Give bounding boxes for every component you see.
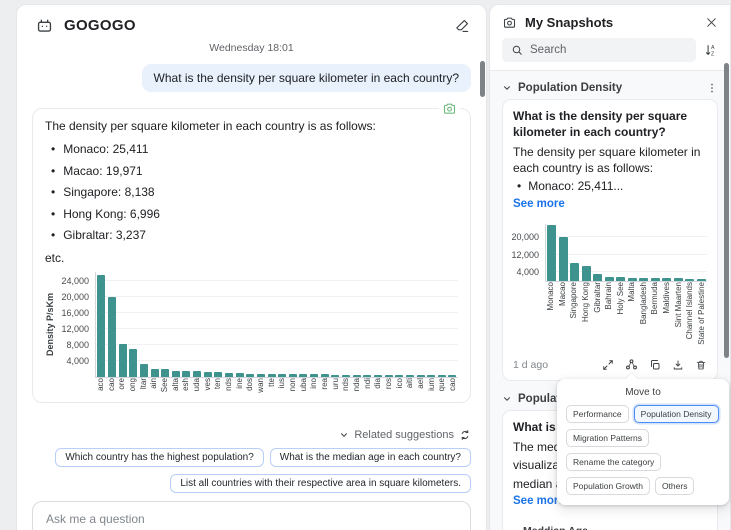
chevron-down-icon [502,83,512,93]
sort-az-button[interactable]: A Z [704,43,718,57]
assistant-intro-text: The density per square kilometer in each… [45,119,458,134]
move-to-option[interactable]: Performance [566,405,629,423]
copy-snapshot-button[interactable] [649,359,661,371]
panel-title: My Snapshots [525,15,697,30]
snapshot-bullet-list: Monaco: 25,411... [517,179,707,194]
move-to-option[interactable]: Migration Patterns [566,429,649,447]
assistant-bullet: Monaco: 25,411 [51,143,458,156]
chevron-down-icon [502,394,512,404]
snapshot-answer-intro: The density per square kilometer in each… [513,145,707,176]
snapshot-mini-chart: 4,00012,00020,000MonacoMacaoSingaporeHon… [513,224,707,350]
chat-header: GOGOGO [17,5,486,39]
snapshot-age: 1 d ago [513,359,602,371]
app-title: GOGOGO [64,17,444,34]
suggestion-chip[interactable]: What is the median age in each country? [270,448,471,467]
move-to-option[interactable]: Population Density [634,405,719,423]
delete-snapshot-button[interactable] [695,359,707,371]
chat-scrollbar-thumb[interactable] [480,61,485,97]
clear-chat-button[interactable] [454,18,470,34]
svg-text:Z: Z [711,51,715,57]
move-to-popup: Move to Performance Population Density Mig… [557,379,729,505]
move-to-option[interactable]: Rename the category [566,453,661,471]
search-input[interactable]: Search [502,38,696,62]
chat-scroll-area: Wednesday 18:01 What is the density per … [17,42,486,530]
snapshot-question: What is the density per square kilometer… [513,109,707,140]
chevron-down-icon [339,430,349,440]
assistant-bullet: Hong Kong: 6,996 [51,208,458,221]
expand-icon [602,359,614,371]
svg-text:A: A [711,45,715,51]
assistant-bullet-list: Monaco: 25,411 Macao: 19,971 Singapore: 8,… [45,143,458,242]
related-suggestions-toggle[interactable]: Related suggestions [32,429,471,441]
download-icon [672,359,684,371]
search-placeholder: Search [530,44,566,56]
snapshot-camera-badge-icon[interactable] [439,101,460,116]
assistant-etc-text: etc. [45,251,458,266]
suggestion-row-2: List all countries with their respective… [32,474,471,493]
expand-snapshot-button[interactable] [602,359,614,371]
move-to-category-icon [625,358,638,371]
panel-scrollbar-thumb[interactable] [724,63,729,358]
chat-timestamp: Wednesday 18:01 [32,42,471,54]
close-panel-button[interactable] [705,16,718,29]
snapshot-footer: 1 d ago [513,358,707,371]
close-icon [705,16,718,29]
robot-icon [35,16,54,35]
delete-icon [695,359,707,371]
section-menu-button[interactable] [706,82,718,94]
chat-window: GOGOGO Wednesday 18:01 What is the densi… [16,4,487,530]
input-placeholder: Ask me a question [46,512,145,526]
assistant-bullet: Gibraltar: 3,237 [51,229,458,242]
kebab-menu-icon [706,82,718,94]
panel-header: My Snapshots [490,5,730,38]
question-input[interactable]: Ask me a question [32,501,471,530]
refresh-icon[interactable] [459,429,471,441]
sort-az-icon: A Z [704,43,718,57]
copy-icon [649,359,661,371]
app-screen: GOGOGO Wednesday 18:01 What is the densi… [0,0,731,530]
section-label: Population Density [518,82,700,94]
suggestion-chip[interactable]: List all countries with their respective… [170,474,471,493]
assistant-bullet: Macao: 19,971 [51,165,458,178]
section-population-density[interactable]: Population Density [502,77,718,99]
download-snapshot-button[interactable] [672,359,684,371]
snapshot2-chart-title: Meddian Age [523,525,707,530]
camera-icon [502,15,517,30]
eraser-icon [454,18,470,34]
suggestion-chip[interactable]: Which country has the highest population… [55,448,263,467]
suggestion-row-1: Which country has the highest population… [32,448,471,467]
related-suggestions-label: Related suggestions [354,429,454,441]
move-to-category-button[interactable] [625,358,638,371]
snapshot-bullet: Monaco: 25,411... [517,179,707,194]
density-bar-chart: Density P/sKm4,0008,00012,00016,00020,00… [45,272,458,396]
assistant-message-card: The density per square kilometer in each… [32,108,471,403]
see-more-link[interactable]: See more [513,198,565,210]
popup-options: Performance Population Density Migration P… [566,405,720,495]
popup-title: Move to [566,387,720,398]
move-to-option[interactable]: Population Growth [566,477,650,495]
move-to-option[interactable]: Others [655,477,695,495]
snapshot-card: What is the density per square kilometer… [502,99,718,381]
user-message-bubble: What is the density per square kilometer… [142,64,471,92]
search-row: Search A Z [490,38,730,70]
search-icon [511,44,523,56]
assistant-bullet: Singapore: 8,138 [51,186,458,199]
